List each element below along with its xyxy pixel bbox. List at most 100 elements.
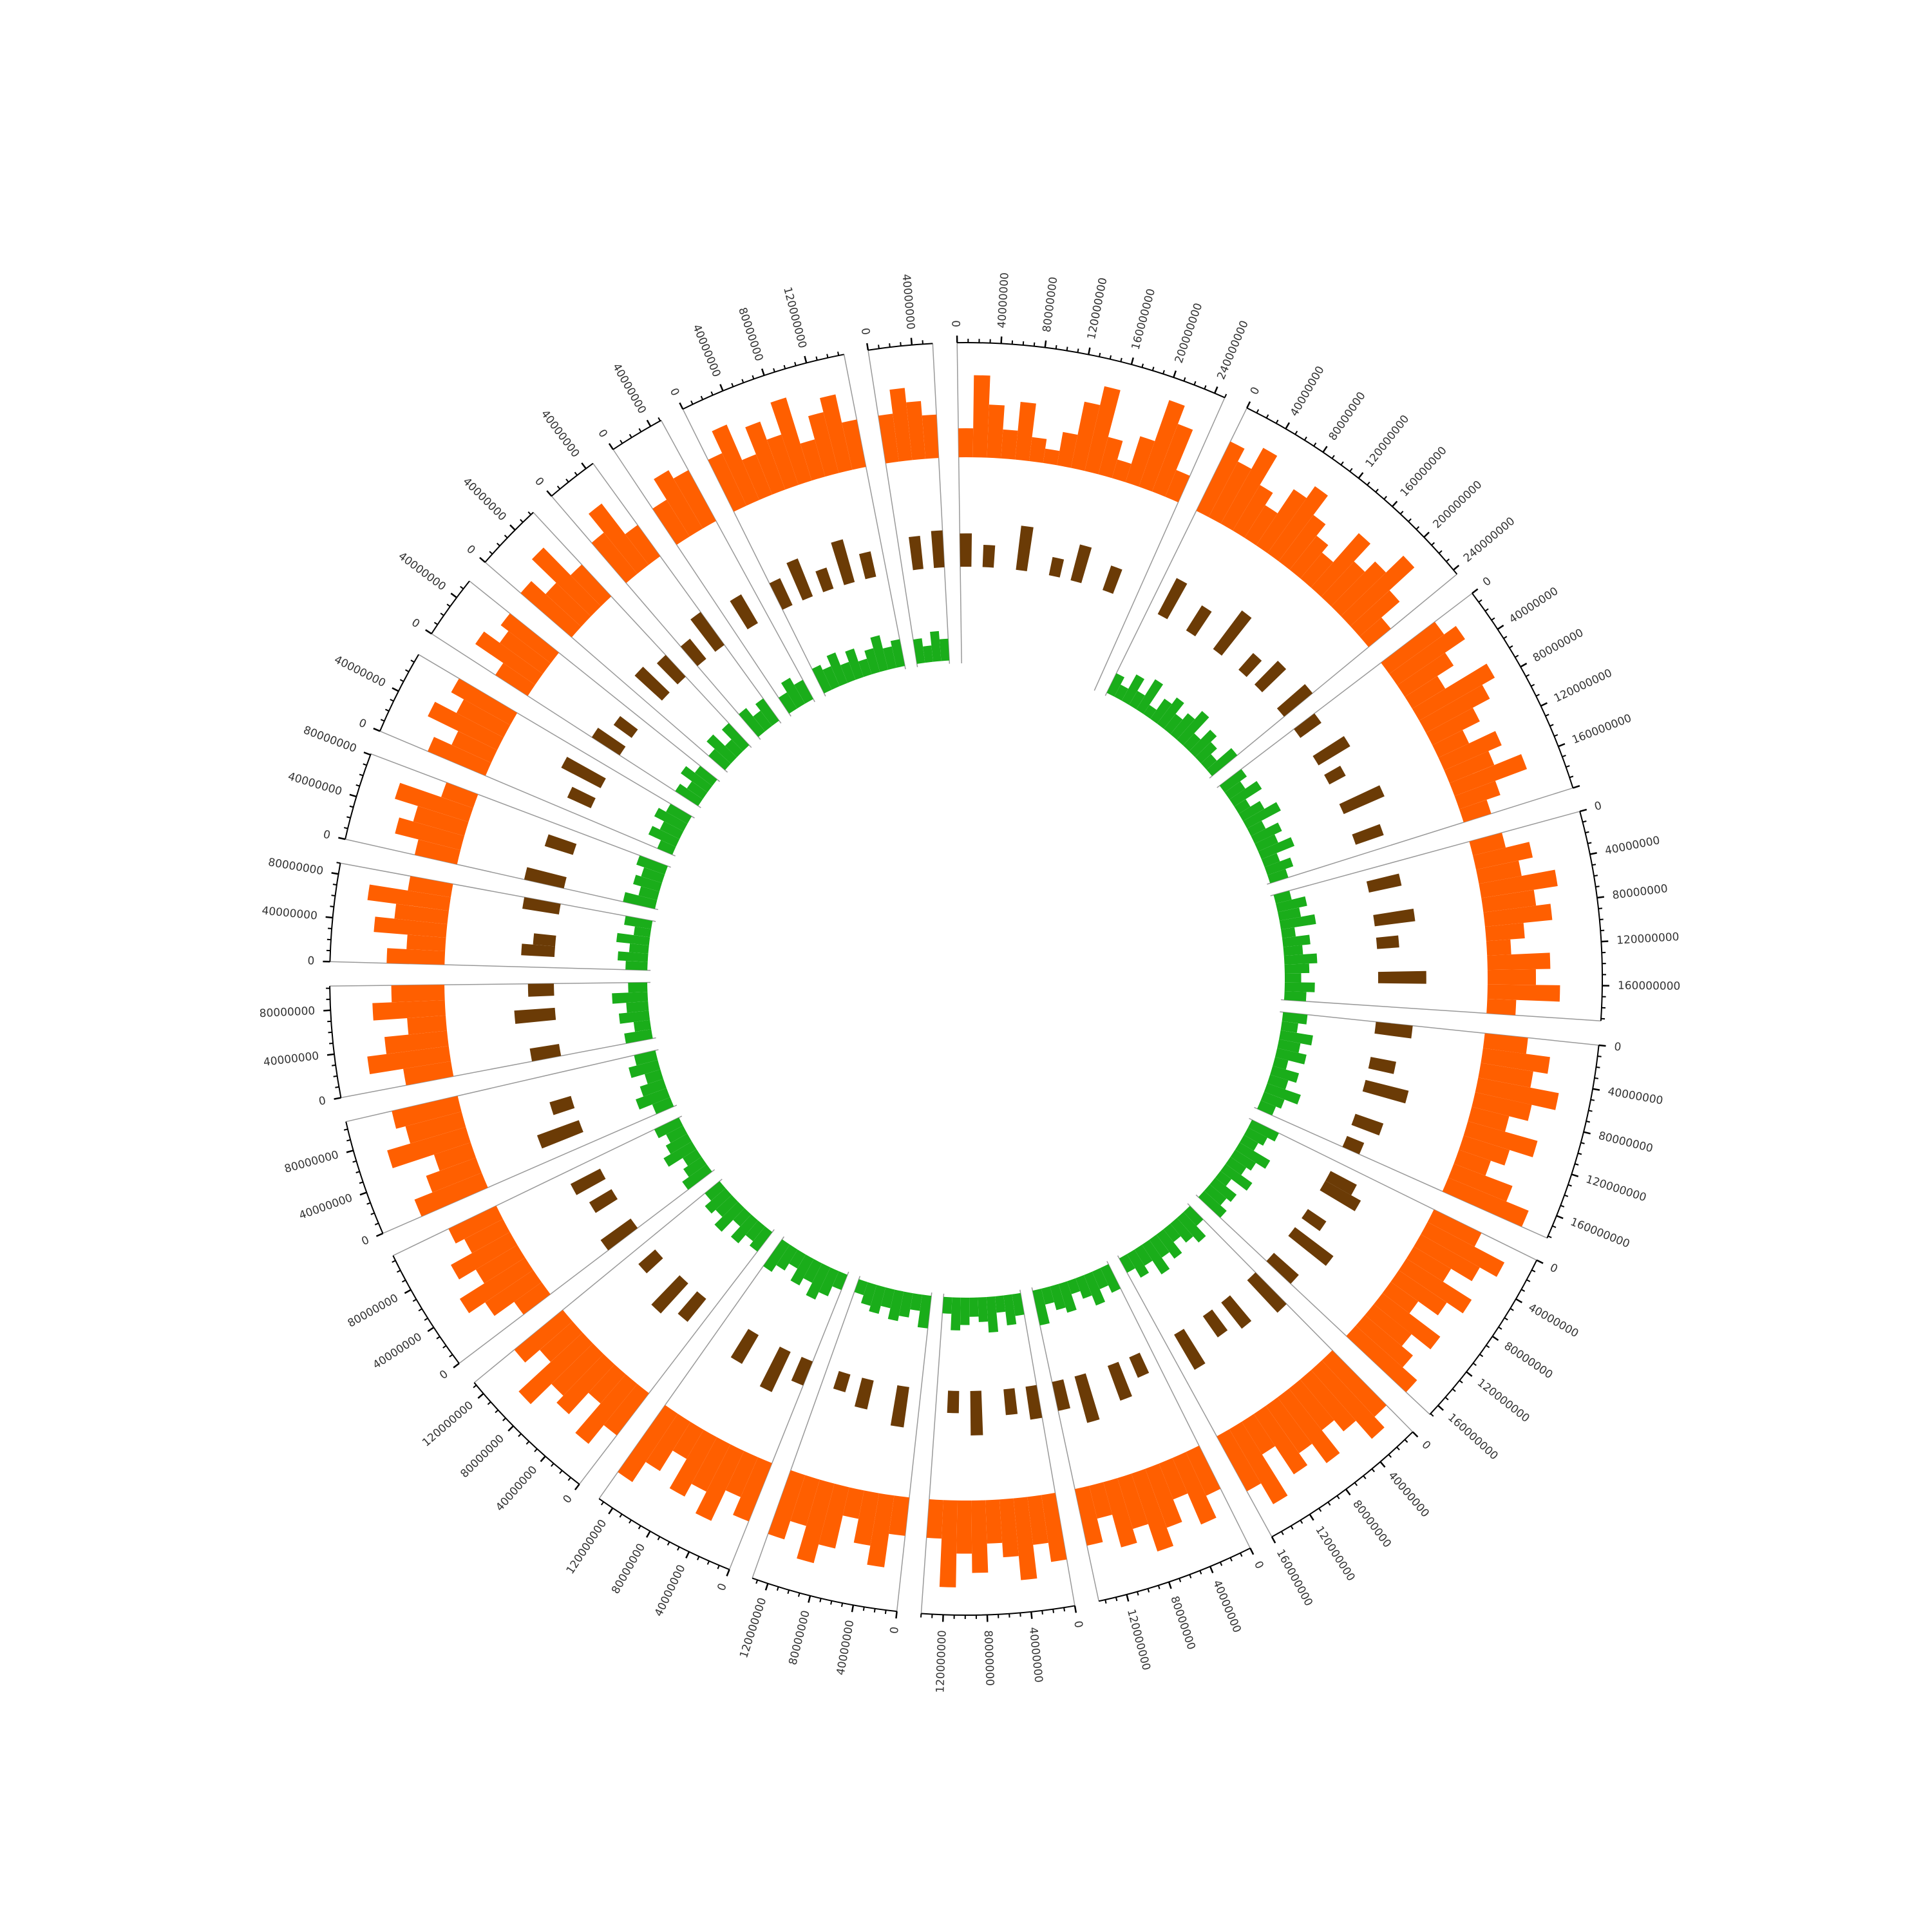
minor-tick: [1313, 442, 1317, 447]
middle-bar: [890, 1385, 909, 1428]
outer-bar: [403, 1061, 454, 1086]
chromosome-separator: [330, 961, 651, 971]
outer-bar: [1229, 1421, 1288, 1504]
outer-bar: [1139, 400, 1185, 492]
inner-bar: [1126, 1249, 1150, 1278]
inner-bar: [1182, 733, 1201, 752]
inner-bar: [942, 1296, 952, 1314]
inner-bar: [1012, 1293, 1025, 1316]
inner-bar: [1243, 802, 1281, 829]
inner-bar: [1257, 1100, 1276, 1116]
outer-bar: [1472, 1092, 1532, 1121]
inner-bar: [633, 875, 662, 892]
inner-bar: [1003, 1294, 1017, 1325]
inner-bar: [644, 1069, 663, 1084]
minor-tick: [690, 400, 694, 405]
ideogram-axis: [323, 336, 1609, 1622]
chromosome-separator: [383, 1104, 677, 1234]
outer-bar: [407, 1015, 448, 1035]
outer-bar: [1103, 1478, 1137, 1548]
minor-tick: [473, 1385, 477, 1388]
minor-tick: [1157, 1585, 1160, 1589]
middle-bar: [638, 1249, 663, 1274]
major-tick: [1173, 370, 1177, 378]
minor-tick: [359, 1181, 364, 1184]
outer-bar: [1454, 781, 1501, 810]
minor-tick: [1599, 918, 1604, 921]
chromosome-separator: [932, 343, 951, 664]
minor-tick: [328, 1031, 332, 1034]
inner-bar: [1244, 1127, 1268, 1146]
outer-bar: [1300, 553, 1334, 588]
outer-bar: [1029, 437, 1047, 463]
inner-bar: [1284, 982, 1315, 992]
inner-bar: [826, 652, 848, 687]
minor-tick: [1535, 694, 1540, 697]
outer-bar: [1289, 1379, 1334, 1430]
outer-bar: [1145, 1463, 1182, 1528]
major-tick: [1209, 1566, 1214, 1574]
inner-bar: [1177, 1211, 1206, 1243]
middle-bar: [677, 1291, 706, 1322]
middle-bar: [1352, 824, 1384, 845]
tick-label: 0: [1481, 574, 1494, 589]
middle-bar: [982, 545, 996, 568]
minor-tick: [1055, 345, 1057, 350]
minor-tick: [878, 345, 880, 349]
inner-bar: [1220, 1164, 1253, 1191]
minor-tick: [717, 1565, 720, 1569]
tick-label: 80000000: [1350, 1498, 1394, 1550]
major-tick: [1074, 1605, 1077, 1613]
minor-tick: [1066, 346, 1068, 351]
minor-tick: [436, 1336, 440, 1340]
inner-bar: [1247, 1119, 1279, 1142]
minor-tick: [1336, 1495, 1340, 1500]
inner-bar: [1284, 963, 1310, 974]
inner-bar: [1238, 800, 1265, 821]
chromosome-separator: [592, 463, 782, 724]
outer-bar: [958, 428, 974, 458]
minor-tick: [1582, 820, 1587, 823]
inner-bar: [708, 748, 731, 770]
major-tick: [1000, 336, 1003, 344]
inner-track: [612, 630, 1318, 1333]
tick-label: 0: [858, 327, 872, 336]
outer-bar: [392, 1095, 462, 1129]
minor-tick: [556, 486, 561, 489]
inner-bar: [652, 1097, 674, 1114]
tick-label: 40000000: [834, 1619, 857, 1676]
chromosome-axis: [752, 1577, 897, 1613]
inner-bar: [636, 1088, 670, 1110]
outer-bar: [1321, 1350, 1387, 1417]
minor-tick: [1509, 645, 1513, 649]
inner-bar: [1164, 714, 1183, 735]
inner-bar: [1106, 673, 1125, 697]
inner-bar: [1149, 1235, 1170, 1258]
outer-bar: [1479, 869, 1558, 898]
middle-bar: [730, 594, 758, 630]
tick-label: 120000000: [1616, 931, 1680, 947]
inner-bar: [1156, 1229, 1182, 1259]
outer-bar: [922, 414, 939, 459]
outer-bar: [1112, 459, 1132, 482]
minor-tick: [504, 535, 508, 538]
tick-label: 120000000: [1312, 1524, 1357, 1584]
outer-bar: [1486, 939, 1511, 956]
middle-bar: [833, 1370, 851, 1392]
inner-bar: [625, 960, 648, 971]
outer-bar: [800, 439, 826, 481]
inner-bar: [616, 933, 650, 946]
outer-bar: [1469, 832, 1506, 856]
inner-bar: [1264, 1083, 1301, 1104]
tick-label: 40000000: [652, 1563, 688, 1619]
inner-bar: [1129, 690, 1145, 710]
middle-bar: [1052, 1379, 1070, 1411]
tick-label: 40000000: [1385, 1469, 1432, 1520]
minor-tick: [1553, 734, 1558, 737]
inner-bar: [854, 1279, 868, 1296]
minor-tick: [332, 884, 337, 886]
minor-tick: [332, 1064, 336, 1066]
minor-tick: [346, 1139, 351, 1142]
chromosome-axis: [329, 986, 342, 1098]
inner-bar: [675, 783, 703, 806]
